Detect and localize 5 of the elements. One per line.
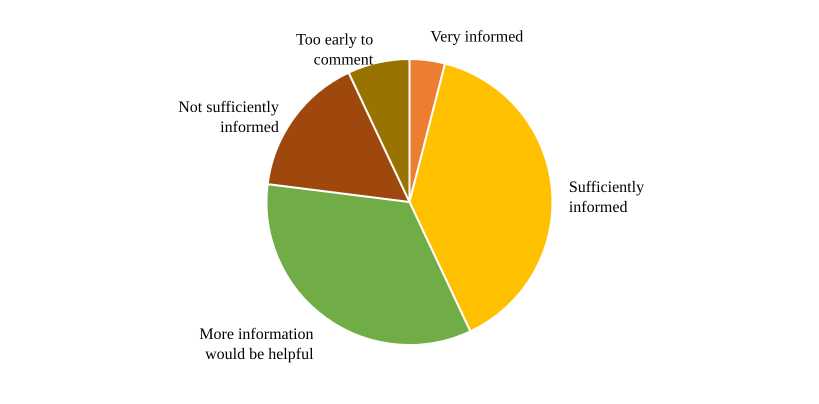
- slice-label: Too early to comment: [296, 32, 374, 69]
- slice-label: Sufficiently informed: [568, 178, 644, 216]
- slice-label: Very informed: [430, 28, 524, 46]
- slice-label: More information would be helpful: [199, 326, 314, 364]
- slice-label: Not sufficiently informed: [178, 99, 279, 136]
